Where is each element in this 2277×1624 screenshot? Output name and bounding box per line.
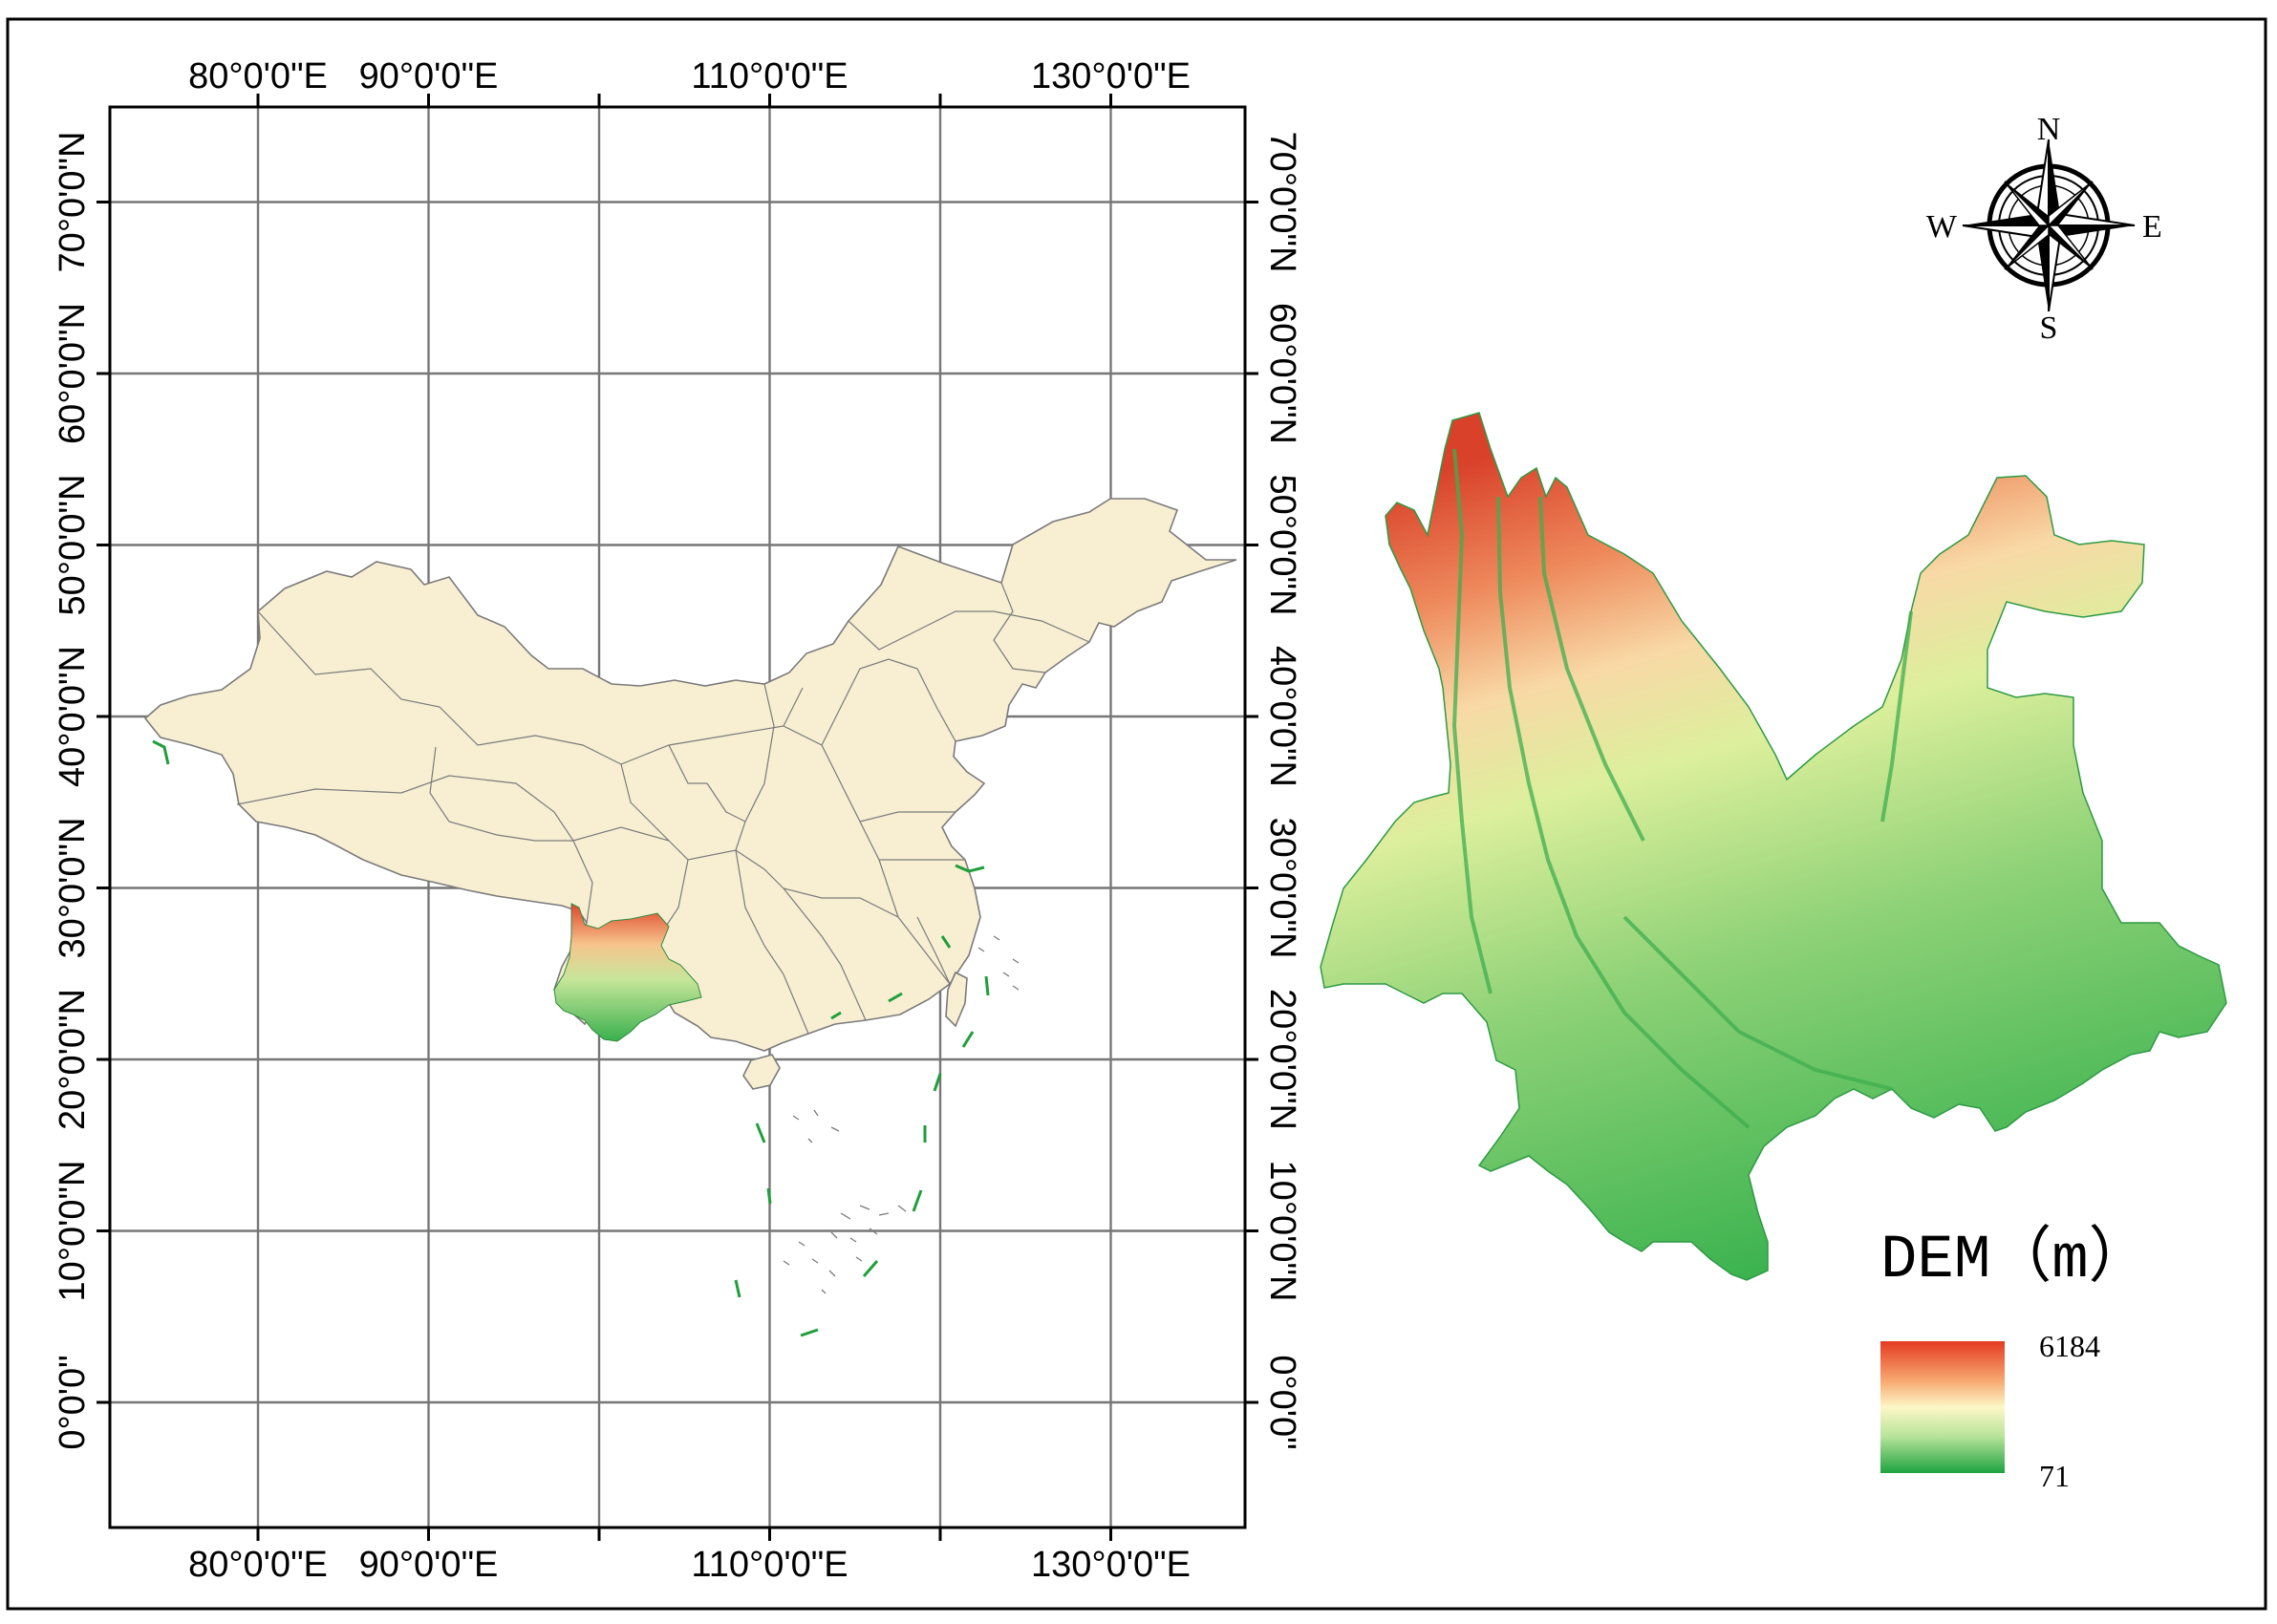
china-map-frame: 80°0'0"E 90°0'0"E 110°0'0"E 130°0'0"E 80°0'… <box>53 56 1302 1585</box>
lon-label-bottom: 130°0'0"E <box>1031 1545 1191 1585</box>
lat-label-left: 20°0'0"N <box>53 989 93 1130</box>
lat-label-left: 30°0'0"N <box>53 818 93 959</box>
lon-label-top: 80°0'0"E <box>188 56 328 96</box>
north-arrow-compass: N S E W <box>1926 112 2162 346</box>
lon-label-top: 110°0'0"E <box>691 56 848 96</box>
lat-label-right: 0°0'0" <box>1262 1355 1302 1449</box>
dem-legend: DEM（m） 6184 71 <box>1880 1224 2150 1493</box>
legend-color-ramp <box>1880 1341 2005 1473</box>
compass-e-label: E <box>2142 209 2162 245</box>
lat-label-right: 20°0'0"N <box>1262 989 1302 1130</box>
south-china-sea-dashes <box>734 975 990 1337</box>
compass-w-label: W <box>1926 209 1958 245</box>
lon-label-bottom: 80°0'0"E <box>188 1545 328 1585</box>
lat-label-right: 60°0'0"N <box>1262 303 1302 444</box>
china-landmass <box>143 498 1237 1337</box>
yunnan-dem-region <box>1320 412 2227 1281</box>
longitude-labels-top: 80°0'0"E 90°0'0"E 110°0'0"E 130°0'0"E <box>188 56 1191 96</box>
lat-label-right: 40°0'0"N <box>1262 646 1302 787</box>
latitude-labels-right: 70°0'0"N 60°0'0"N 50°0'0"N 40°0'0"N 30°0'0"N… <box>1262 132 1302 1450</box>
lat-label-left: 40°0'0"N <box>53 646 93 787</box>
lat-label-left: 60°0'0"N <box>53 303 93 444</box>
lon-label-bottom: 110°0'0"E <box>691 1545 848 1585</box>
legend-max-label: 6184 <box>2039 1329 2100 1363</box>
lat-label-left: 0°0'0" <box>53 1355 93 1449</box>
frame-ticks <box>97 94 1258 1541</box>
lat-label-right: 10°0'0"N <box>1262 1161 1302 1302</box>
legend-title: DEM（m） <box>1880 1224 2150 1295</box>
lon-label-top: 130°0'0"E <box>1031 56 1191 96</box>
lat-label-left: 70°0'0"N <box>53 132 93 273</box>
china-outline <box>143 498 1237 1052</box>
longitude-labels-bottom: 80°0'0"E 90°0'0"E 110°0'0"E 130°0'0"E <box>188 1545 1191 1585</box>
lat-label-right: 30°0'0"N <box>1262 818 1302 959</box>
lat-label-left: 50°0'0"N <box>53 475 93 616</box>
lat-label-right: 70°0'0"N <box>1262 132 1302 273</box>
taiwan-island <box>945 971 968 1028</box>
sea-islands <box>783 935 1020 1294</box>
figure-border <box>6 17 2267 1611</box>
hainan-island <box>742 1054 781 1090</box>
yunnan-small-dem <box>553 903 702 1042</box>
compass-s-label: S <box>2040 310 2058 346</box>
lat-label-left: 10°0'0"N <box>53 1161 93 1302</box>
lon-label-top: 90°0'0"E <box>359 56 499 96</box>
legend-min-label: 71 <box>2039 1459 2070 1493</box>
graticule <box>110 107 1245 1528</box>
coast-markers <box>152 739 985 1020</box>
map-neatline <box>108 105 1247 1529</box>
latitude-labels-left: 70°0'0"N 60°0'0"N 50°0'0"N 40°0'0"N 30°0'0"N… <box>53 132 93 1450</box>
river-valleys <box>1451 448 1913 1129</box>
yunnan-dem-map <box>1320 412 2227 1281</box>
compass-n-label: N <box>2037 112 2061 147</box>
province-boundaries <box>236 582 1090 1035</box>
lon-label-bottom: 90°0'0"E <box>359 1545 499 1585</box>
lat-label-right: 50°0'0"N <box>1262 475 1302 616</box>
